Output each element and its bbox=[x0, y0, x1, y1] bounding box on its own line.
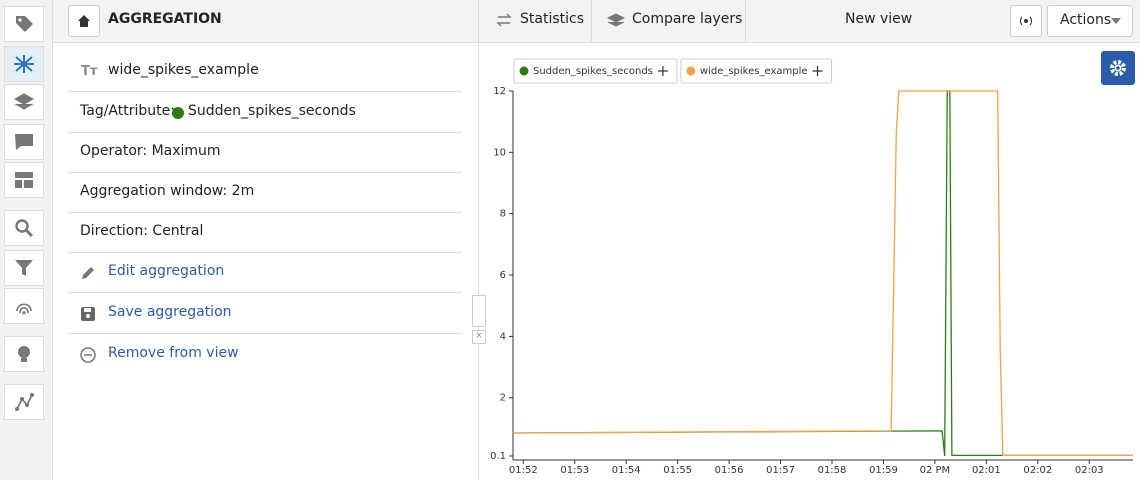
search-icon[interactable] bbox=[4, 210, 44, 246]
idea-icon[interactable] bbox=[4, 336, 44, 372]
tab[interactable]: Statistics bbox=[520, 11, 584, 27]
x-tick-label: 01:53 bbox=[560, 465, 589, 476]
actions-button[interactable]: Actions bbox=[1047, 5, 1133, 37]
legend-box bbox=[513, 58, 678, 84]
y-tick-label: 6 bbox=[500, 270, 506, 281]
tag-value: Sudden_spikes_seconds bbox=[188, 103, 356, 119]
x-tick-label: 02:03 bbox=[1075, 465, 1104, 476]
legend-box bbox=[680, 58, 833, 84]
legend-item[interactable]: Sudden_spikes_seconds bbox=[513, 58, 678, 84]
x-tick-label: 01:55 bbox=[663, 465, 692, 476]
dashboard-icon[interactable] bbox=[4, 162, 44, 198]
row: Direction: Central bbox=[68, 212, 462, 253]
x-tick-label: 01:52 bbox=[509, 465, 538, 476]
legend-label: Sudden_spikes_seconds bbox=[533, 66, 653, 77]
y-tick-label: 12 bbox=[493, 86, 506, 97]
x-tick-label: 01:54 bbox=[612, 465, 641, 476]
series-line bbox=[512, 90, 1133, 457]
filter-icon[interactable] bbox=[4, 250, 44, 286]
layers-icon[interactable] bbox=[4, 84, 44, 120]
tab[interactable]: Compare layers bbox=[632, 11, 743, 27]
header: AGGREGATION Statistics Compare layers Ne… bbox=[53, 0, 1140, 43]
row: Tт wide_spikes_example bbox=[68, 51, 462, 92]
chart: 0.1 2 4 6 8 10 12 01:52 01:53 01:54 01:55 01:56 01:5… bbox=[490, 58, 1133, 476]
comment-icon[interactable] bbox=[4, 124, 44, 160]
tag-icon[interactable] bbox=[4, 6, 44, 42]
x-tick-label: 01:58 bbox=[818, 465, 847, 476]
sidebar bbox=[0, 0, 53, 480]
x-tick-label: 01:57 bbox=[766, 465, 795, 476]
legend-dot bbox=[519, 66, 529, 76]
series-line bbox=[512, 90, 1133, 457]
actions-label: Actions bbox=[1060, 12, 1112, 28]
x-tick-label: 02:02 bbox=[1023, 465, 1052, 476]
y-tick-label: 4 bbox=[500, 331, 506, 342]
y-tick-label: 10 bbox=[493, 147, 506, 158]
legend-item[interactable]: wide_spikes_example bbox=[680, 58, 833, 84]
aggregation-icon[interactable] bbox=[4, 46, 44, 82]
panel: Tт wide_spikes_example Tag/Attribute: Sudd… bbox=[53, 43, 478, 480]
remove-link[interactable]: Remove from view bbox=[108, 345, 239, 361]
direction: Direction: Central bbox=[80, 223, 204, 239]
legend-move-icon bbox=[657, 66, 668, 76]
row: Aggregation window: 2m bbox=[68, 172, 462, 213]
row: Remove from view bbox=[68, 334, 462, 374]
row: Save aggregation bbox=[68, 293, 462, 334]
legend-dot bbox=[686, 66, 696, 76]
legend-move-icon bbox=[812, 66, 823, 76]
layers-tab-icon bbox=[607, 13, 625, 27]
close-split[interactable]: × bbox=[472, 330, 486, 344]
splitter-handle[interactable] bbox=[472, 295, 486, 327]
x-tick-label: 01:56 bbox=[715, 465, 744, 476]
graph-icon[interactable] bbox=[4, 384, 44, 420]
live-button[interactable] bbox=[1010, 5, 1042, 37]
row: Operator: Maximum bbox=[68, 132, 462, 173]
layer-name: wide_spikes_example bbox=[108, 62, 259, 78]
x-tick-label: 02 PM bbox=[920, 465, 951, 476]
panel-title: AGGREGATION bbox=[108, 11, 222, 27]
y-tick-label: 2 bbox=[500, 393, 506, 404]
operator: Operator: Maximum bbox=[80, 143, 221, 159]
row: Edit aggregation bbox=[68, 252, 462, 293]
tag-label: Tag/Attribute: bbox=[80, 103, 175, 119]
save-link[interactable]: Save aggregation bbox=[108, 304, 232, 320]
y-tick-label: 8 bbox=[500, 209, 506, 220]
window: Aggregation window: 2m bbox=[80, 183, 255, 199]
x-tick-label: 02:01 bbox=[972, 465, 1001, 476]
row: Tag/Attribute: Sudden_spikes_seconds bbox=[68, 92, 462, 133]
edit-link[interactable]: Edit aggregation bbox=[108, 263, 225, 279]
legend-label: wide_spikes_example bbox=[700, 66, 808, 77]
home-button[interactable] bbox=[68, 5, 100, 37]
settings-button[interactable] bbox=[1101, 51, 1135, 85]
view-title: New view bbox=[845, 11, 913, 27]
x-tick-label: 01:59 bbox=[869, 465, 898, 476]
fingerprint-icon[interactable] bbox=[4, 288, 44, 324]
y-tick-label: 0.1 bbox=[490, 451, 506, 462]
stats-icon bbox=[496, 13, 512, 27]
